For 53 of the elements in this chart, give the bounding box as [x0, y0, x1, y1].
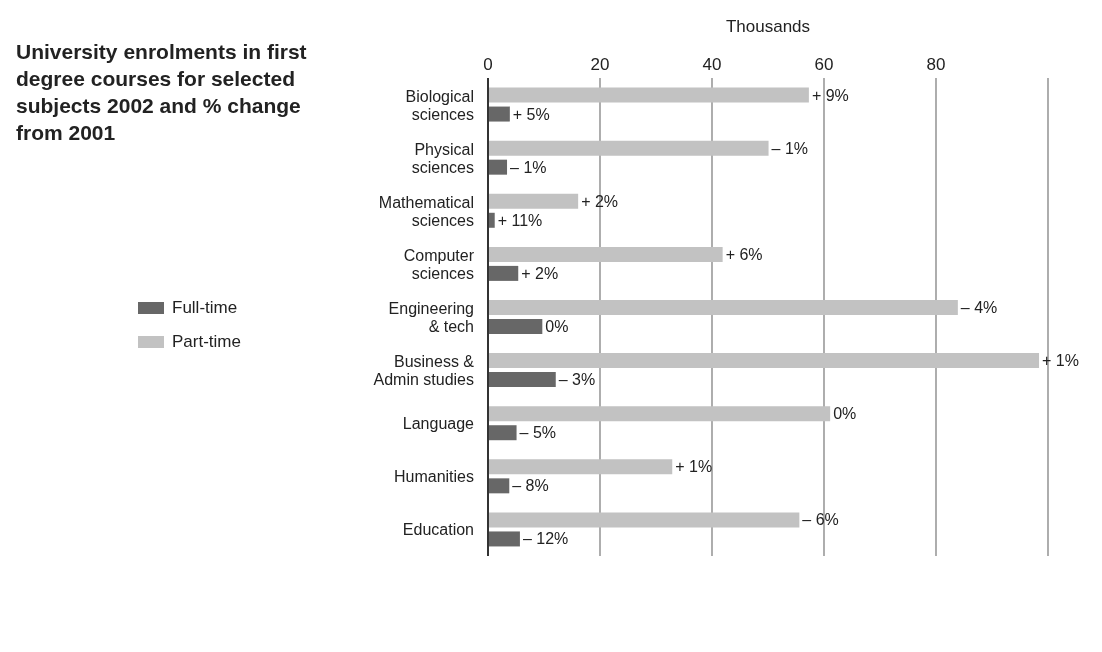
annotation: – 12%: [522, 530, 569, 548]
bar: [488, 159, 508, 175]
annotation: – 8%: [512, 477, 549, 495]
annotation: + 9%: [811, 86, 849, 104]
annotation: 0%: [833, 405, 857, 423]
bar: [488, 353, 1040, 369]
annotation: + 1%: [1042, 352, 1079, 370]
x-axis-title: Thousands: [725, 17, 811, 37]
y-tick-label: Physical sciences: [411, 140, 474, 176]
text: University enrolments in first degree courses for selected subjects 2002 and % change from 2001: [16, 39, 308, 146]
annotation: – 1%: [771, 139, 809, 157]
annotation: + 2%: [581, 192, 619, 210]
y-tick-label: Language: [402, 414, 475, 432]
annotation: – 5%: [519, 424, 557, 442]
bar: [488, 531, 520, 547]
x-tick-label: 20: [590, 55, 610, 74]
bar: [488, 425, 517, 441]
bar: [488, 406, 831, 422]
y-tick-label: Business & Admin studies: [373, 352, 475, 388]
annotation: + 5%: [512, 105, 550, 123]
annotation: – 6%: [802, 511, 839, 529]
annotation: + 1%: [675, 458, 713, 476]
y-tick-label: Humanities: [393, 467, 474, 485]
bar: [488, 193, 579, 209]
annotation: – 1%: [510, 158, 547, 176]
bar: [488, 319, 543, 334]
legend-label: Full-time: [172, 298, 238, 318]
annotation: 0%: [545, 318, 569, 335]
bar: [488, 140, 769, 156]
y-tick-label: Engineering & tech: [388, 299, 474, 335]
bar: [488, 459, 673, 475]
y-tick-label: Biological sciences: [405, 87, 474, 123]
x-tick-label: 0: [483, 55, 493, 74]
x-tick-label: 40: [702, 55, 722, 74]
annotation: – 4%: [960, 299, 998, 316]
y-tick-label: Education: [402, 520, 474, 538]
y-tick-label: Mathematical sciences: [378, 193, 474, 229]
annotation: – 3%: [558, 371, 596, 389]
x-tick-label: 60: [814, 55, 834, 74]
annotation: + 2%: [521, 264, 559, 282]
x-tick-label: 80: [926, 55, 946, 74]
bar: [488, 372, 556, 388]
bar: [488, 87, 809, 103]
bar: [488, 246, 723, 262]
bar: [488, 300, 958, 315]
bar: [488, 106, 510, 122]
legend-label: Part-time: [172, 332, 241, 352]
y-tick-label: Computer sciences: [403, 246, 475, 282]
bar: [488, 512, 800, 528]
annotation: + 11%: [497, 211, 543, 229]
annotation: + 6%: [725, 245, 763, 263]
bar: [488, 265, 519, 281]
bar: [488, 478, 510, 494]
